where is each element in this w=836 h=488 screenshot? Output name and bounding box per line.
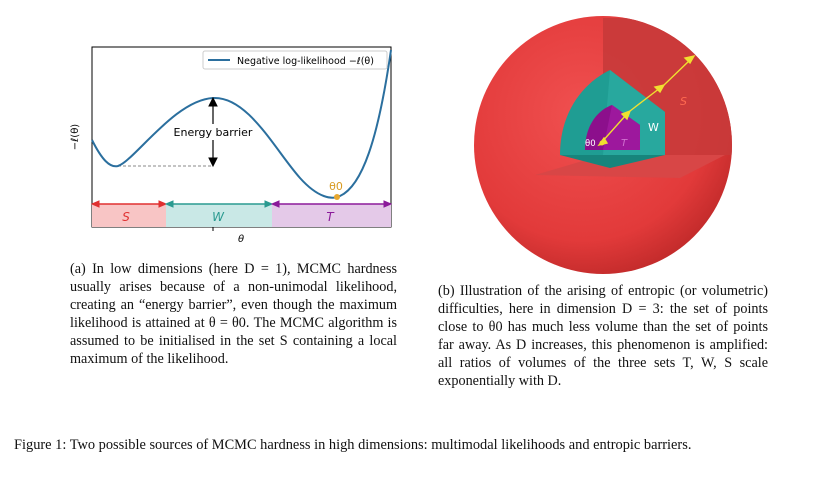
region-W-label: W (212, 210, 225, 224)
sphere-T-label: T (621, 138, 628, 149)
middle-floor (560, 155, 665, 168)
sphere-S-label: S (680, 95, 687, 108)
region-T-label: T (326, 210, 335, 224)
energy-barrier-label: Energy barrier (174, 126, 253, 139)
region-T-band (272, 204, 391, 227)
sphere-W-label: W (648, 121, 659, 134)
outer-cutaway-floor (535, 155, 725, 178)
theta0-center-point (599, 140, 605, 146)
region-S-label: S (122, 210, 130, 224)
theta0-point (334, 194, 340, 200)
caption-b: (b) Illustration of the arising of entro… (438, 283, 768, 389)
legend-label: Negative log-likelihood −ℓ(θ) (237, 56, 374, 67)
figure-caption: Figure 1: Two possible sources of MCMC h… (14, 437, 692, 453)
region-W-band (166, 204, 272, 227)
figure-a-plot: S W T Energy barrier θ0 Negative log-lik… (70, 46, 393, 245)
region-W-arrow (164, 200, 274, 208)
theta0-label: θ0 (329, 180, 343, 193)
y-axis-label: −ℓ(θ) (70, 124, 81, 151)
caption-a: (a) In low dimensions (here D = 1), MCMC… (70, 261, 397, 367)
region-S-band (92, 204, 166, 227)
x-axis-label: θ (238, 234, 244, 245)
figure-b-sphere: θ0 T W S (474, 16, 732, 274)
nll-curve (91, 49, 392, 199)
inner-cutaway (603, 105, 640, 150)
region-S-arrow (90, 200, 168, 208)
legend-box (202, 50, 388, 70)
region-T-arrow (270, 200, 393, 208)
energy-barrier-arrow (208, 96, 218, 168)
sphere-theta0-label: θ0 (585, 139, 596, 149)
